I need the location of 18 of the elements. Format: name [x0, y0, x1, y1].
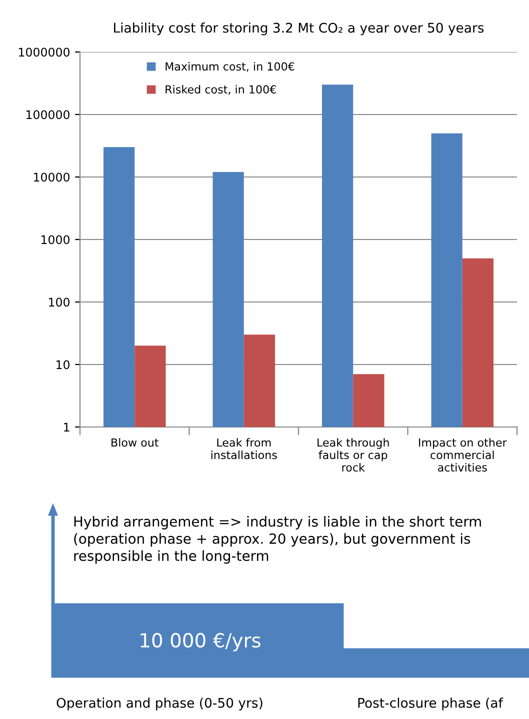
x-tick-label: Leak from installations [211, 438, 277, 460]
chart-title: Liability cost for storing 3.2 Mt CO₂ a year over 50 years [114, 22, 484, 36]
y-tick-label: 1 [64, 422, 70, 432]
legend-label: Risked cost, in 100€ [166, 84, 276, 95]
y-tick-label: 1000 [42, 235, 70, 244]
y-tick-label: 10 [56, 360, 70, 370]
x-tick-label: Impact on other commercial activities [419, 438, 507, 472]
y-tick-label: 100000 [26, 110, 70, 120]
text: Operation and phase (0-50 yrs) [56, 698, 262, 710]
y-tick-label: 100 [49, 298, 70, 307]
y-tick-label: 1000000 [18, 48, 70, 57]
x-tick-label: Leak through faults or cap rock [318, 438, 389, 472]
text: Hybrid arrangement => industry is liable in the short term (operation phase + approx. 20 years), but government is responsible in the long-term [74, 516, 481, 564]
legend-label: Maximum cost, in 100€ [166, 62, 294, 72]
text: Post-closure phase (af [358, 698, 504, 710]
text: 10 000 €/yrs [140, 632, 260, 652]
x-tick-label: Blow out [112, 438, 159, 447]
y-tick-label: 10000 [34, 172, 70, 182]
